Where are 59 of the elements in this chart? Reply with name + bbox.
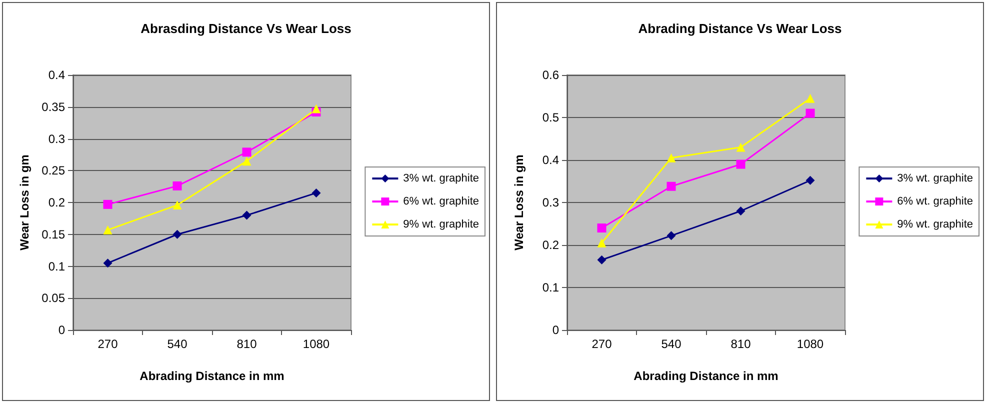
x-tick-label: 810 bbox=[236, 337, 258, 351]
point bbox=[103, 258, 112, 268]
legend-label: 9% wt. graphite bbox=[897, 218, 974, 230]
point bbox=[806, 94, 815, 103]
y-axis-title: Wear Loss in gm bbox=[18, 154, 32, 250]
y-tick-label: 0.2 bbox=[542, 238, 560, 252]
x-tick-label: 540 bbox=[167, 337, 188, 351]
x-tick-label: 540 bbox=[661, 337, 682, 351]
legend-label: 3% wt. graphite bbox=[403, 172, 480, 184]
y-tick-label: 0.1 bbox=[48, 259, 66, 274]
point bbox=[242, 156, 252, 166]
point bbox=[806, 176, 815, 185]
y-tick-label: 0 bbox=[58, 323, 66, 337]
point bbox=[666, 231, 676, 240]
x-tick-label: 270 bbox=[98, 337, 118, 351]
point bbox=[312, 104, 321, 114]
y-tick-label: 0.1 bbox=[542, 280, 560, 294]
point bbox=[242, 210, 252, 220]
point bbox=[736, 206, 746, 216]
x-axis-title: Abrading Distance in mm bbox=[140, 369, 284, 383]
y-tick-label: 0.4 bbox=[542, 153, 560, 167]
y-tick-label: 0.4 bbox=[48, 68, 66, 82]
legend-label: 9% wt. graphite bbox=[403, 218, 480, 230]
x-tick-label: 1080 bbox=[796, 337, 824, 351]
point bbox=[736, 160, 746, 169]
x-axis-title: Abrading Distance in mm bbox=[634, 369, 778, 383]
point bbox=[736, 142, 746, 152]
chart-title: Abrasding Distance Vs Wear Loss bbox=[140, 21, 352, 36]
point bbox=[806, 108, 815, 118]
legend-label: 6% wt. graphite bbox=[897, 196, 974, 208]
y-tick-label: 0.3 bbox=[542, 196, 560, 210]
y-tick-label: 0.05 bbox=[42, 291, 66, 306]
point bbox=[666, 182, 676, 191]
point bbox=[172, 181, 182, 190]
point bbox=[666, 153, 676, 162]
y-tick-label: 0.6 bbox=[542, 68, 560, 82]
y-tick-label: 0 bbox=[552, 323, 560, 337]
y-tick-label: 0.25 bbox=[42, 164, 66, 178]
point bbox=[103, 200, 112, 209]
point bbox=[597, 224, 606, 232]
y-tick-label: 0.5 bbox=[542, 110, 560, 124]
y-tick-label: 0.15 bbox=[42, 227, 66, 242]
x-tick-label: 270 bbox=[592, 337, 612, 351]
x-tick-label: 810 bbox=[730, 337, 752, 351]
point bbox=[597, 238, 606, 248]
y-tick-label: 0.2 bbox=[48, 196, 66, 210]
x-tick-label: 1080 bbox=[302, 337, 330, 351]
y-axis-title: Wear Loss in gm bbox=[512, 154, 526, 250]
chart-title: Abrading Distance Vs Wear Loss bbox=[638, 21, 842, 36]
point bbox=[172, 200, 182, 210]
y-tick-label: 0.3 bbox=[48, 132, 66, 146]
point bbox=[242, 148, 252, 157]
legend-label: 6% wt. graphite bbox=[403, 196, 480, 208]
point bbox=[103, 225, 112, 234]
y-tick-label: 0.35 bbox=[42, 100, 66, 114]
point bbox=[172, 230, 182, 239]
point bbox=[597, 255, 606, 264]
point bbox=[312, 188, 321, 198]
legend-label: 3% wt. graphite bbox=[897, 172, 974, 184]
